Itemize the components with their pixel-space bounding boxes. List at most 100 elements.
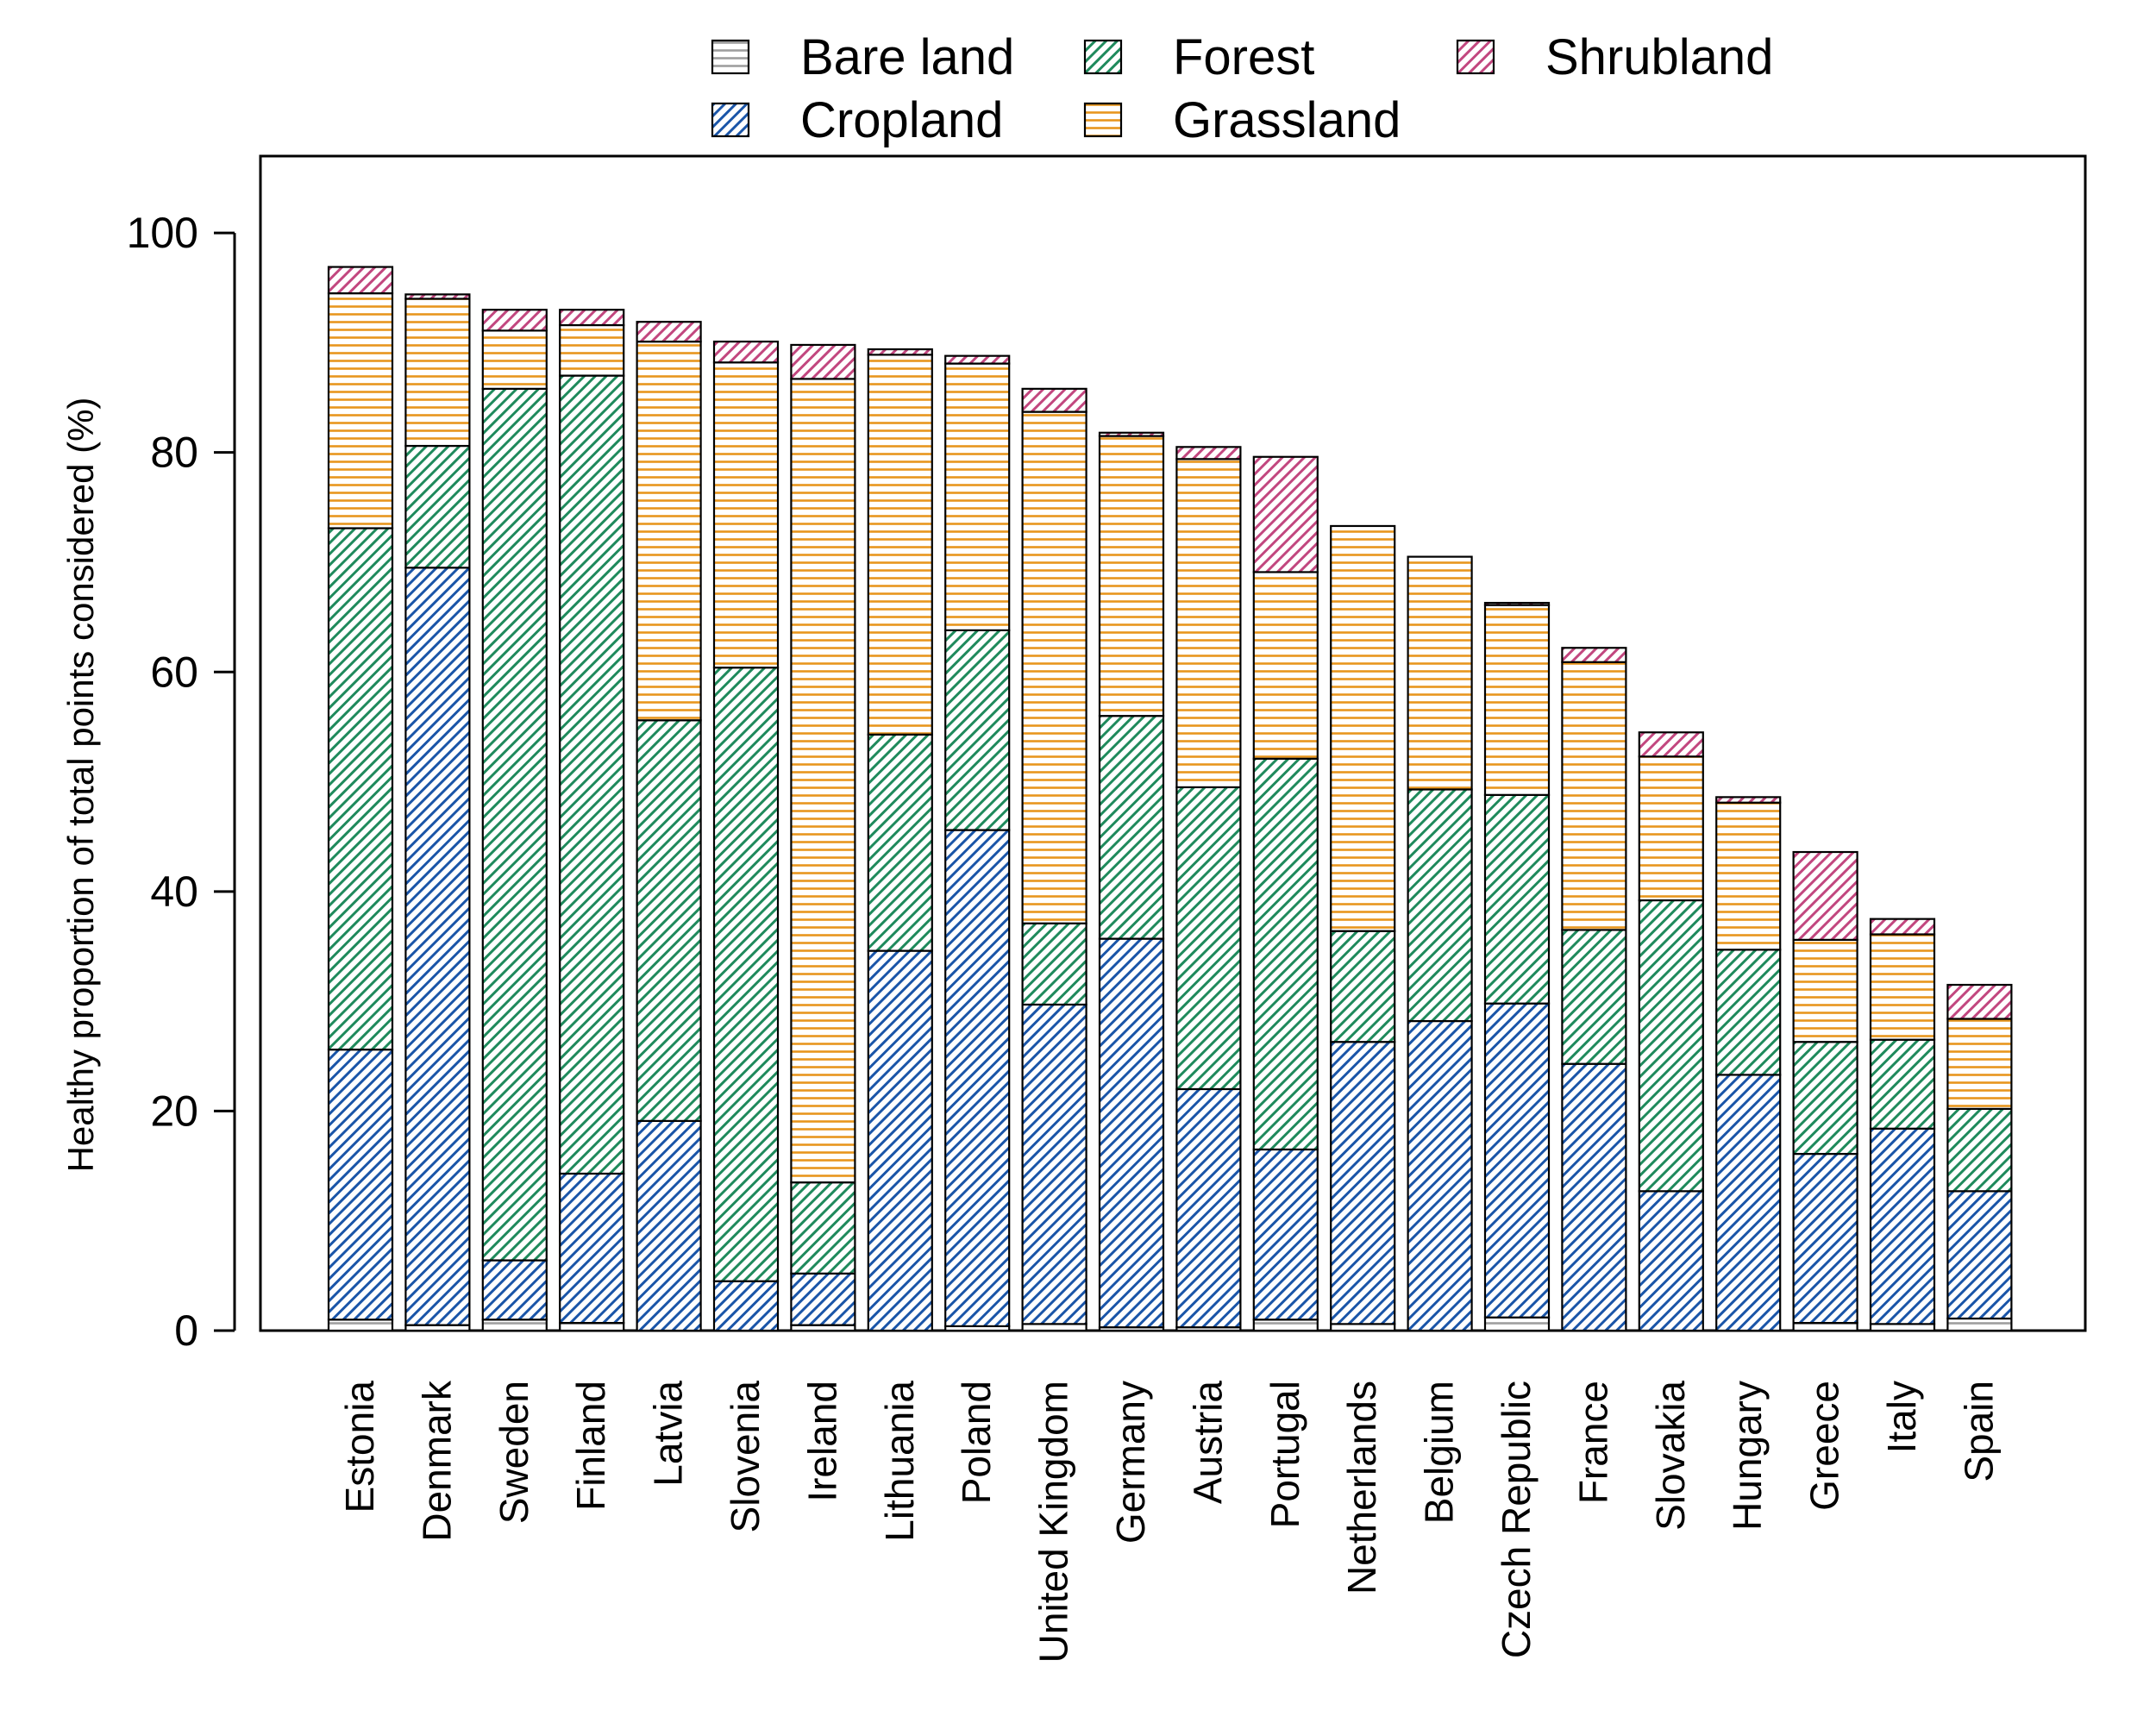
legend-label: Forest bbox=[1173, 29, 1314, 85]
bar-stack-slovenia bbox=[712, 341, 780, 1332]
bar-segment-shrubland bbox=[327, 266, 394, 295]
bar-segment-cropland bbox=[1638, 1190, 1704, 1332]
bar-segment-shrubland bbox=[1638, 731, 1704, 758]
bar-segment-cropland bbox=[712, 1280, 780, 1332]
bar-segment-cropland bbox=[1561, 1062, 1627, 1332]
bar-stack-poland bbox=[944, 354, 1011, 1332]
bar-segment-cropland bbox=[944, 829, 1011, 1328]
bar-segment-cropland bbox=[790, 1272, 856, 1326]
x-tick-label: Finland bbox=[568, 1381, 613, 1511]
legend-swatch bbox=[1083, 39, 1123, 75]
bar-segment-forest bbox=[636, 719, 702, 1122]
bar-segment-forest bbox=[712, 667, 780, 1282]
legend: Bare land Forest Shrubland Cropland Grasslan… bbox=[711, 29, 1773, 148]
bar-segment-forest bbox=[1792, 1041, 1858, 1156]
legend-label: Bare land bbox=[800, 29, 1014, 85]
bar-segment-cropland bbox=[481, 1259, 548, 1321]
plot-frame bbox=[259, 154, 2087, 1332]
bar-segment-shrubland bbox=[944, 354, 1011, 365]
bar-segment-cropland bbox=[1946, 1190, 2013, 1320]
bar-segment-shrubland bbox=[559, 309, 625, 327]
bar-segment-forest bbox=[1561, 929, 1627, 1065]
bar-segment-cropland bbox=[636, 1119, 702, 1332]
x-tick-label: Denmark bbox=[414, 1380, 459, 1542]
bar-segment-bare-land bbox=[481, 1319, 548, 1332]
x-tick-label: Hungary bbox=[1725, 1381, 1770, 1531]
bar-segment-shrubland bbox=[404, 293, 471, 300]
bar-segment-grassland bbox=[636, 341, 702, 722]
bar-segment-forest bbox=[1175, 786, 1242, 1091]
x-tick-label: Belgium bbox=[1417, 1381, 1462, 1524]
bar-segment-forest bbox=[559, 374, 625, 1175]
bar-segment-forest bbox=[944, 629, 1011, 831]
bar-segment-grassland bbox=[790, 378, 856, 1184]
legend-item-shrubland: Shrubland bbox=[1456, 29, 1773, 85]
y-axis-title: Healthy proportion of total points consi… bbox=[60, 398, 101, 1173]
bar-segment-shrubland bbox=[1869, 918, 1936, 936]
x-tick-label: Latvia bbox=[646, 1381, 691, 1487]
bar-segment-shrubland bbox=[1098, 431, 1165, 437]
bar-segment-bare-land bbox=[1483, 1316, 1551, 1332]
bar-segment-forest bbox=[1021, 922, 1087, 1006]
legend-item-cropland: Cropland bbox=[711, 92, 1003, 148]
bar-segment-grassland bbox=[1098, 435, 1165, 717]
bar-segment-grassland bbox=[1792, 938, 1858, 1043]
bar-segment-forest bbox=[1869, 1038, 1936, 1130]
x-tick-label: Austria bbox=[1185, 1381, 1230, 1505]
bar-segment-shrubland bbox=[1561, 647, 1627, 663]
bar-stack-greece bbox=[1792, 850, 1858, 1332]
legend-swatch bbox=[711, 39, 750, 75]
bar-stack-denmark bbox=[404, 293, 471, 1332]
bar-stack-ireland bbox=[790, 343, 856, 1332]
bar-segment-bare-land bbox=[1946, 1317, 2013, 1332]
bar-segment-shrubland bbox=[636, 321, 702, 343]
bar-segment-forest bbox=[867, 733, 933, 952]
x-tick-label: Czech Republic bbox=[1494, 1381, 1539, 1658]
bar-segment-grassland bbox=[1330, 524, 1396, 932]
legend-label: Shrubland bbox=[1545, 29, 1773, 85]
bar-stack-netherlands bbox=[1330, 524, 1396, 1332]
bar-segment-grassland bbox=[1021, 410, 1087, 924]
x-tick-label: Slovenia bbox=[723, 1381, 768, 1533]
x-tick-label: France bbox=[1570, 1381, 1615, 1504]
bar-stack-austria bbox=[1175, 446, 1242, 1332]
bar-segment-forest bbox=[1638, 899, 1704, 1193]
bar-segment-grassland bbox=[481, 329, 548, 390]
bar-segment-forest bbox=[1407, 788, 1473, 1023]
bar-segment-grassland bbox=[712, 361, 780, 669]
x-axis: Estonia Denmark Sweden Finland Latvia Sloveni… bbox=[337, 1380, 2001, 1663]
bar-segment-shrubland bbox=[790, 343, 856, 380]
y-axis: 0 20 40 60 80 100 bbox=[127, 209, 236, 1355]
x-tick-label: Netherlands bbox=[1339, 1381, 1384, 1594]
bar-segment-cropland bbox=[404, 567, 471, 1326]
legend-label: Cropland bbox=[800, 92, 1003, 148]
y-tick-label: 0 bbox=[174, 1306, 198, 1355]
x-tick-label: Portugal bbox=[1263, 1381, 1307, 1528]
bar-segment-cropland bbox=[1175, 1087, 1242, 1329]
bar-segment-bare-land bbox=[1252, 1319, 1319, 1332]
bar-segment-shrubland bbox=[1021, 387, 1087, 413]
bar-stack-finland bbox=[559, 309, 625, 1332]
y-tick-label: 80 bbox=[150, 429, 198, 477]
bar-stack-portugal bbox=[1252, 455, 1319, 1332]
bar-segment-cropland bbox=[559, 1172, 625, 1325]
bar-segment-grassland bbox=[1252, 571, 1319, 760]
legend-item-grassland: Grassland bbox=[1083, 92, 1401, 148]
bar-segment-grassland bbox=[327, 292, 394, 529]
bar-segment-cropland bbox=[1483, 1002, 1551, 1319]
y-tick-label: 100 bbox=[127, 209, 198, 257]
bar-segment-forest bbox=[1483, 793, 1551, 1005]
bar-segment-shrubland bbox=[867, 348, 933, 356]
x-tick-label: Slovakia bbox=[1648, 1381, 1693, 1531]
bar-segment-forest bbox=[790, 1181, 856, 1275]
bar-segment-shrubland bbox=[1715, 796, 1782, 804]
bar-stack-estonia bbox=[327, 266, 394, 1332]
x-tick-label: Ireland bbox=[799, 1381, 844, 1502]
bars bbox=[327, 266, 2013, 1332]
x-tick-label: Germany bbox=[1108, 1381, 1153, 1544]
bar-segment-cropland bbox=[867, 949, 933, 1332]
bar-segment-shrubland bbox=[712, 341, 780, 364]
x-tick-label: Lithuania bbox=[877, 1381, 922, 1542]
bar-segment-forest bbox=[481, 387, 548, 1262]
